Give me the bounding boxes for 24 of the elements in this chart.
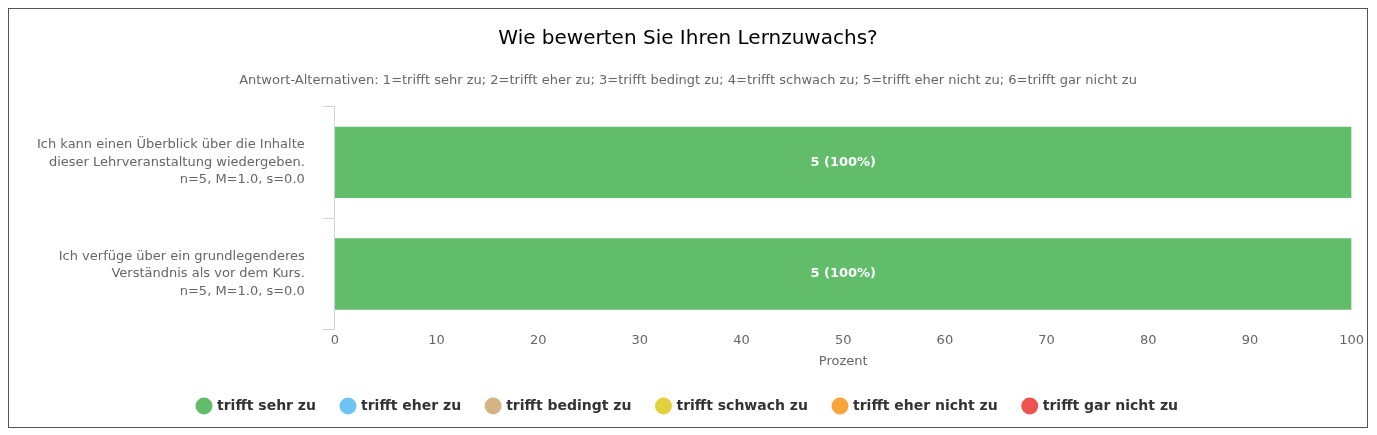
x-tick-label: 20 (529, 331, 547, 347)
x-tick-label: 0 (330, 331, 339, 347)
legend-label: trifft eher zu (360, 396, 462, 413)
x-tick-label: 100 (1339, 331, 1365, 347)
legend-label: trifft schwach zu (676, 396, 808, 413)
x-tick-label: 90 (1241, 331, 1259, 347)
y-tick-label: Ich kann einen Überblick über die Inhalte dieser Lehrveranstaltung wiedergeben. n=5, M=1.0, s=0.0 (36, 135, 305, 187)
x-tick-label: 40 (733, 331, 750, 347)
x-tick-label: 80 (1139, 331, 1157, 347)
data-label: 5 (100%) (810, 265, 876, 281)
legend-label: trifft eher nicht zu (852, 396, 998, 413)
x-tick-label: 30 (631, 331, 649, 347)
x-axis-title: Prozent (818, 352, 868, 368)
legend-label: trifft gar nicht zu (1042, 396, 1179, 413)
y-tick-label: Ich verfüge über ein grundlegenderes Verständnis als vor dem Kurs. n=5, M=1.0, s=0.0 (58, 247, 306, 298)
x-tick-label: 70 (1038, 331, 1055, 347)
x-tick-label: 10 (428, 331, 445, 347)
legend-label: trifft bedingt zu (506, 396, 632, 413)
chart-title: Wie bewerten Sie Ihren Lernzuwachs? (498, 25, 878, 50)
x-tick-label: 60 (936, 331, 954, 347)
x-tick-label: 50 (834, 331, 852, 347)
data-label: 5 (100%) (810, 153, 876, 169)
chart-subtitle: Antwort-Alternativen: 1=trifft sehr zu; 2=trifft eher zu; 3=trifft bedingt zu; 4=trifft schwach zu; 5=trifft eher nicht zu; 6=trifft gar nicht zu (239, 72, 1137, 88)
legend-label: trifft sehr zu (217, 396, 316, 413)
